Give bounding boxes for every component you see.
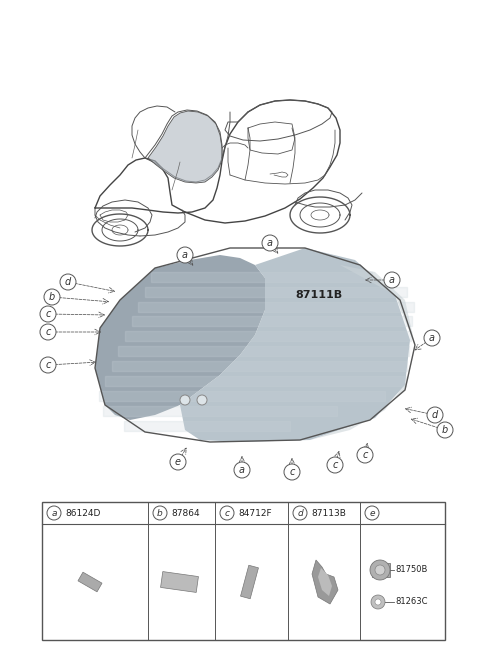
Circle shape xyxy=(437,422,453,438)
Circle shape xyxy=(220,506,234,520)
Text: b: b xyxy=(49,292,55,302)
Text: c: c xyxy=(45,360,51,370)
Circle shape xyxy=(60,274,76,290)
Circle shape xyxy=(197,395,207,405)
Circle shape xyxy=(371,595,385,609)
Text: 87864: 87864 xyxy=(171,508,200,518)
Circle shape xyxy=(375,565,385,575)
Text: a: a xyxy=(267,238,273,248)
Text: a: a xyxy=(182,250,188,260)
Circle shape xyxy=(427,407,443,423)
Text: 87113B: 87113B xyxy=(311,508,346,518)
Circle shape xyxy=(375,599,381,605)
Text: a: a xyxy=(429,333,435,343)
Circle shape xyxy=(384,272,400,288)
Circle shape xyxy=(327,457,343,473)
Text: c: c xyxy=(45,327,51,337)
Text: d: d xyxy=(65,277,71,287)
Polygon shape xyxy=(180,248,410,442)
Polygon shape xyxy=(78,572,102,592)
Circle shape xyxy=(234,462,250,478)
Text: 87111B: 87111B xyxy=(295,290,342,300)
Circle shape xyxy=(357,447,373,463)
Circle shape xyxy=(180,395,190,405)
Polygon shape xyxy=(318,568,332,596)
Polygon shape xyxy=(95,255,265,420)
Circle shape xyxy=(40,324,56,340)
Circle shape xyxy=(293,506,307,520)
Circle shape xyxy=(424,330,440,346)
Text: 81263C: 81263C xyxy=(395,598,428,607)
Circle shape xyxy=(284,464,300,480)
Circle shape xyxy=(170,454,186,470)
Polygon shape xyxy=(310,265,415,440)
Text: a: a xyxy=(239,465,245,475)
Text: a: a xyxy=(51,508,57,518)
Text: c: c xyxy=(45,309,51,319)
Circle shape xyxy=(262,235,278,251)
Text: b: b xyxy=(442,425,448,435)
Text: a: a xyxy=(389,275,395,285)
Text: d: d xyxy=(297,508,303,518)
Circle shape xyxy=(365,506,379,520)
Text: c: c xyxy=(362,450,368,460)
Polygon shape xyxy=(240,565,258,599)
Circle shape xyxy=(44,289,60,305)
Text: e: e xyxy=(175,457,181,467)
Circle shape xyxy=(177,247,193,263)
Text: 84712F: 84712F xyxy=(238,508,272,518)
Polygon shape xyxy=(148,111,222,183)
Text: 81750B: 81750B xyxy=(395,565,427,575)
Text: 86124D: 86124D xyxy=(65,508,100,518)
Polygon shape xyxy=(161,571,198,592)
Circle shape xyxy=(40,306,56,322)
Circle shape xyxy=(40,357,56,373)
Circle shape xyxy=(153,506,167,520)
Text: c: c xyxy=(289,467,295,477)
Text: e: e xyxy=(369,508,375,518)
Bar xyxy=(372,563,390,577)
Bar xyxy=(42,502,445,640)
Text: c: c xyxy=(332,460,338,470)
Text: d: d xyxy=(432,410,438,420)
Circle shape xyxy=(47,506,61,520)
Text: b: b xyxy=(157,508,163,518)
Circle shape xyxy=(370,560,390,580)
Text: c: c xyxy=(225,508,229,518)
Polygon shape xyxy=(312,560,338,604)
